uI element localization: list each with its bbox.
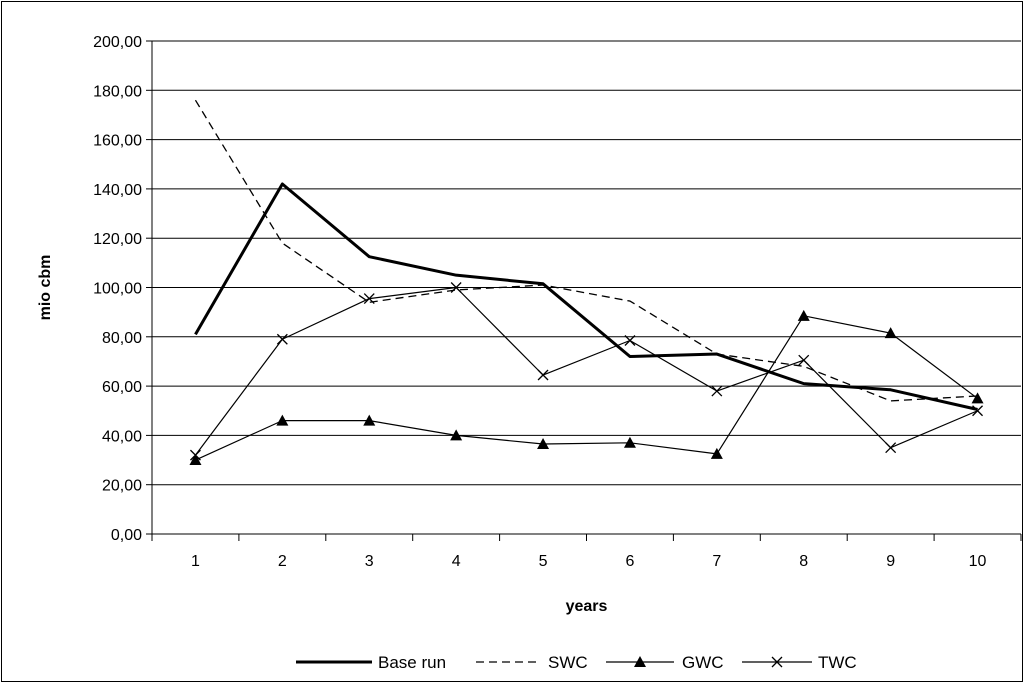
data-point-twc bbox=[276, 333, 288, 345]
y-tick-label: 80,00 bbox=[102, 330, 142, 347]
data-point-gwc bbox=[189, 454, 202, 466]
data-point-gwc bbox=[710, 447, 723, 459]
data-point-gwc bbox=[276, 414, 289, 426]
y-tick-label: 180,00 bbox=[93, 83, 142, 100]
data-point-twc bbox=[363, 293, 375, 305]
legend-item-twc: TWC bbox=[742, 653, 857, 672]
data-point-gwc bbox=[884, 327, 897, 339]
x-tick-label: 10 bbox=[969, 553, 987, 570]
y-axis-title: mio cbm bbox=[37, 255, 54, 321]
data-point-twc bbox=[624, 335, 636, 346]
series-twc bbox=[189, 282, 984, 461]
y-tick-label: 140,00 bbox=[93, 182, 142, 199]
legend-item-gwc: GWC bbox=[606, 653, 724, 672]
data-point-gwc bbox=[623, 436, 636, 448]
x-tick-label: 9 bbox=[886, 553, 895, 570]
data-point-gwc bbox=[971, 392, 984, 404]
series-line-twc bbox=[194, 286, 978, 456]
legend-marker-twc bbox=[771, 656, 783, 668]
legend-label-twc: TWC bbox=[818, 653, 857, 672]
data-point-gwc bbox=[537, 438, 550, 450]
x-tick-label: 4 bbox=[452, 553, 461, 570]
y-tick-label: 200,00 bbox=[93, 34, 142, 51]
y-tick-labels: 0,00 20,00 40,00 60,00 80,00 100,00 120,00 140,… bbox=[93, 34, 142, 544]
x-tick-label: 3 bbox=[365, 553, 374, 570]
x-tick-label: 5 bbox=[539, 553, 548, 570]
data-point-twc bbox=[450, 282, 462, 293]
y-tick-label: 100,00 bbox=[93, 281, 142, 298]
legend-label-base-run: Base run bbox=[378, 653, 446, 672]
series-base-run bbox=[194, 182, 978, 411]
legend-item-base-run: Base run bbox=[296, 653, 446, 672]
y-tick-label: 60,00 bbox=[102, 379, 142, 396]
x-tick-label: 8 bbox=[799, 553, 808, 570]
x-tick-label: 6 bbox=[625, 553, 634, 570]
gridlines bbox=[152, 40, 1021, 486]
y-tick-label: 120,00 bbox=[93, 231, 142, 248]
legend-marker-gwc bbox=[634, 656, 646, 667]
series-line-swc bbox=[194, 99, 978, 402]
x-tick-label: 7 bbox=[712, 553, 721, 570]
series-line-gwc bbox=[195, 315, 978, 461]
data-point-twc bbox=[711, 385, 723, 397]
data-point-gwc bbox=[450, 429, 463, 441]
data-point-twc bbox=[885, 442, 897, 454]
data-point-twc bbox=[972, 405, 984, 417]
x-tick-label: 2 bbox=[278, 553, 287, 570]
series-swc bbox=[194, 99, 978, 402]
series-gwc bbox=[189, 309, 984, 466]
series-lines bbox=[189, 99, 984, 466]
legend-label-swc: SWC bbox=[548, 653, 588, 672]
legend-label-gwc: GWC bbox=[682, 653, 724, 672]
x-tick-label: 1 bbox=[191, 553, 200, 570]
axes bbox=[146, 40, 1022, 541]
series-line-base-run bbox=[194, 182, 978, 411]
x-axis-title: years bbox=[566, 598, 608, 615]
y-tick-label: 20,00 bbox=[102, 478, 142, 495]
data-point-twc bbox=[537, 369, 549, 381]
y-tick-label: 160,00 bbox=[93, 133, 142, 150]
data-point-twc bbox=[189, 449, 201, 461]
legend-item-swc: SWC bbox=[476, 653, 588, 672]
legend: Base run SWC GWC TWC bbox=[296, 653, 857, 672]
data-point-gwc bbox=[797, 309, 810, 321]
y-tick-label: 40,00 bbox=[102, 428, 142, 445]
x-tick-labels: 1 2 3 4 5 6 7 8 9 10 bbox=[191, 553, 987, 570]
y-tick-label: 0,00 bbox=[111, 527, 142, 544]
data-point-gwc bbox=[363, 414, 376, 426]
data-point-twc bbox=[798, 354, 810, 366]
